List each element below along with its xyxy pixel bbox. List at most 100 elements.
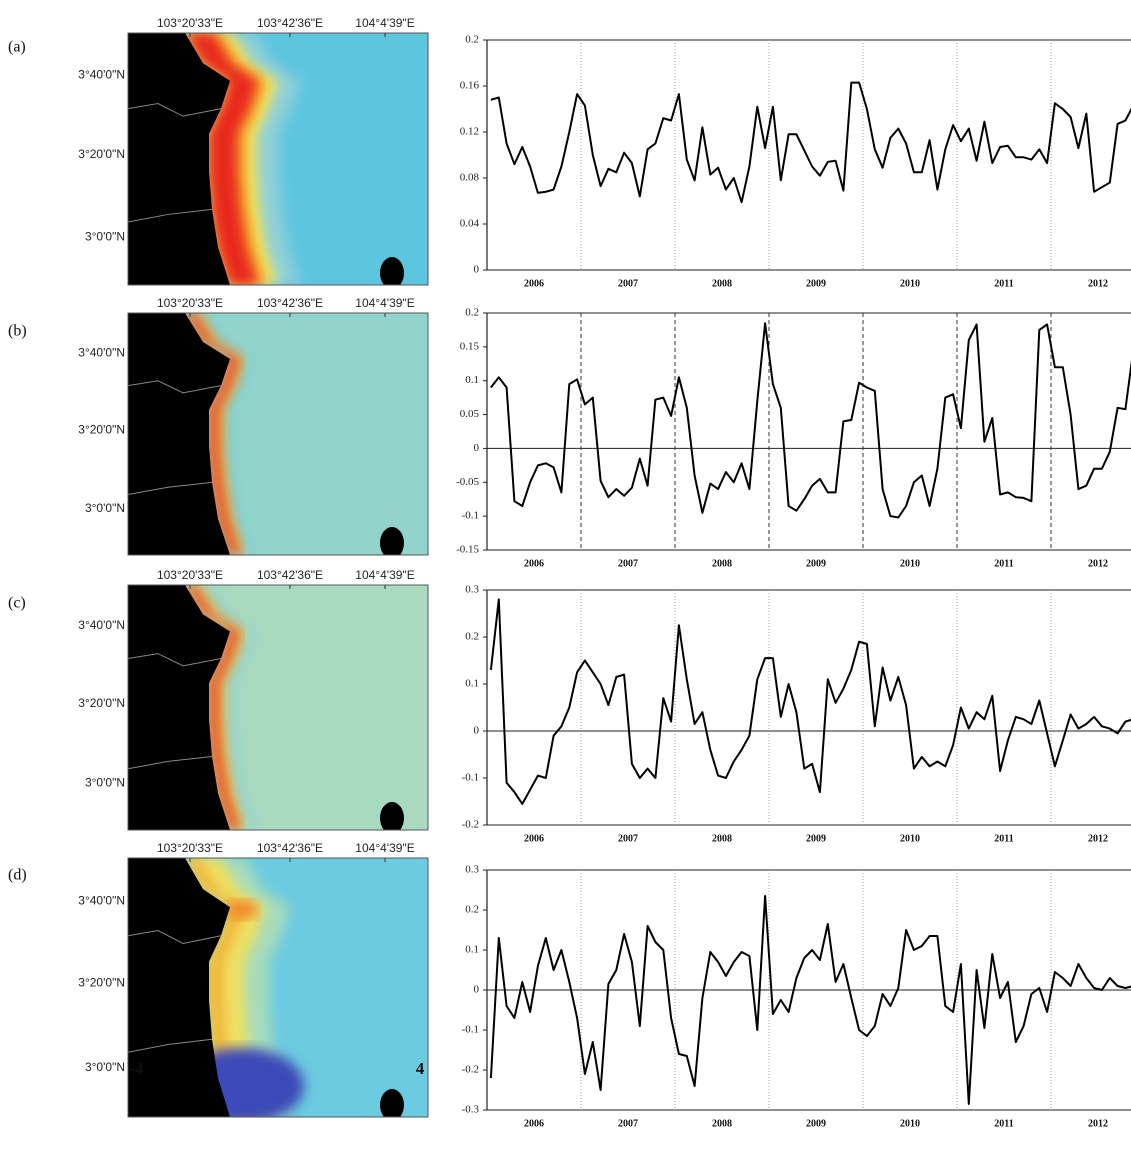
year-label: 2012 bbox=[1088, 1118, 1108, 1129]
year-label: 2009 bbox=[806, 833, 826, 844]
land bbox=[128, 33, 230, 285]
y-tick-label: -0.3 bbox=[462, 1104, 480, 1116]
river bbox=[128, 756, 213, 770]
y-tick-label: 0.08 bbox=[460, 172, 480, 184]
island bbox=[380, 802, 404, 830]
map-frame bbox=[127, 857, 429, 1118]
lon-label: 103°20'33"E bbox=[157, 16, 223, 30]
panel-label: (b) bbox=[8, 323, 27, 340]
y-tick-label: 0.15 bbox=[460, 340, 480, 352]
coastal-band bbox=[185, 585, 240, 830]
y-tick-label: -0.2 bbox=[462, 1064, 479, 1076]
lat-label: 3°0'0"N bbox=[85, 501, 125, 515]
y-tick-label: 0.2 bbox=[465, 34, 479, 46]
lat-label: 3°20'0"N bbox=[78, 422, 125, 436]
year-label: 2010 bbox=[900, 833, 920, 844]
colorbar-label: -4 bbox=[129, 1059, 144, 1078]
data-line bbox=[489, 895, 1131, 1105]
lon-label: 103°42'36"E bbox=[257, 16, 323, 30]
year-label: 2011 bbox=[994, 278, 1013, 289]
year-label: 2008 bbox=[712, 558, 732, 569]
lon-label: 104°4'39"E bbox=[355, 841, 414, 855]
island bbox=[380, 1089, 404, 1117]
lon-label: 103°20'33"E bbox=[157, 568, 223, 582]
map bbox=[128, 585, 428, 830]
year-label: 2009 bbox=[806, 558, 826, 569]
data-line bbox=[490, 322, 1131, 519]
data-line bbox=[490, 81, 1131, 204]
y-tick-label: -0.2 bbox=[462, 819, 479, 831]
year-label: 2012 bbox=[1088, 278, 1108, 289]
land bbox=[128, 585, 230, 830]
lon-label: 104°4'39"E bbox=[355, 16, 414, 30]
year-label: 2011 bbox=[994, 833, 1013, 844]
lat-label: 3°0'0"N bbox=[85, 776, 125, 790]
coastal-band bbox=[185, 33, 258, 285]
y-tick-label: -0.15 bbox=[456, 544, 479, 556]
year-label: 2007 bbox=[618, 1118, 638, 1129]
lon-label: 104°4'39"E bbox=[355, 568, 414, 582]
colorbar-label: 4 bbox=[416, 1059, 425, 1078]
map-frame bbox=[127, 584, 429, 831]
river bbox=[128, 1038, 213, 1053]
river bbox=[128, 929, 222, 944]
lat-label: 3°40'0"N bbox=[78, 346, 125, 360]
y-tick-label: -0.1 bbox=[462, 772, 479, 784]
coastal-band bbox=[185, 858, 244, 1117]
map-frame bbox=[127, 312, 429, 556]
year-label: 2012 bbox=[1088, 833, 1108, 844]
y-tick-label: 0 bbox=[474, 725, 480, 737]
year-label: 2009 bbox=[806, 1118, 826, 1129]
y-tick-label: 0.3 bbox=[465, 584, 479, 596]
lon-label: 103°42'36"E bbox=[257, 568, 323, 582]
year-label: 2006 bbox=[524, 1118, 544, 1129]
lat-label: 3°20'0"N bbox=[78, 147, 125, 161]
year-label: 2008 bbox=[712, 1118, 732, 1129]
y-tick-label: 0.1 bbox=[465, 374, 479, 386]
island bbox=[380, 527, 404, 555]
land bbox=[128, 858, 230, 1117]
year-label: 2010 bbox=[900, 278, 920, 289]
y-tick-label: 0.12 bbox=[460, 126, 479, 138]
lat-label: 3°0'0"N bbox=[85, 1060, 125, 1074]
lat-label: 3°40'0"N bbox=[78, 67, 125, 81]
y-tick-label: 0.16 bbox=[460, 80, 480, 92]
y-tick-label: -0.1 bbox=[462, 1024, 479, 1036]
y-tick-label: 0 bbox=[474, 984, 480, 996]
y-tick-label: 0 bbox=[474, 442, 480, 454]
year-label: 2008 bbox=[712, 278, 732, 289]
panel-label: (a) bbox=[8, 39, 26, 56]
y-tick-label: 0.2 bbox=[465, 904, 479, 916]
year-label: 2007 bbox=[618, 833, 638, 844]
lat-label: 3°20'0"N bbox=[78, 696, 125, 710]
y-tick-label: 0.05 bbox=[460, 408, 480, 420]
year-label: 2006 bbox=[524, 833, 544, 844]
lon-label: 104°4'39"E bbox=[355, 296, 414, 310]
lon-label: 103°20'33"E bbox=[157, 841, 223, 855]
river bbox=[128, 481, 213, 495]
lon-label: 103°20'33"E bbox=[157, 296, 223, 310]
river bbox=[128, 653, 222, 667]
land bbox=[128, 313, 230, 555]
y-tick-label: 0.1 bbox=[465, 944, 479, 956]
y-tick-label: 0 bbox=[474, 264, 480, 276]
island bbox=[380, 257, 404, 285]
lat-label: 3°20'0"N bbox=[78, 976, 125, 990]
year-label: 2006 bbox=[524, 558, 544, 569]
river bbox=[128, 103, 222, 117]
panel-label: (d) bbox=[8, 867, 27, 884]
y-tick-label: -0.05 bbox=[456, 476, 479, 488]
year-label: 2011 bbox=[994, 1118, 1013, 1129]
year-label: 2007 bbox=[618, 278, 638, 289]
panel-label: (c) bbox=[8, 595, 26, 612]
map bbox=[128, 33, 428, 285]
river bbox=[128, 208, 213, 223]
y-tick-label: 0.2 bbox=[465, 631, 479, 643]
lon-label: 103°42'36"E bbox=[257, 296, 323, 310]
lat-label: 3°40'0"N bbox=[78, 618, 125, 632]
year-label: 2010 bbox=[900, 558, 920, 569]
y-tick-label: 0.2 bbox=[465, 307, 479, 319]
map bbox=[128, 313, 428, 555]
lat-label: 3°40'0"N bbox=[78, 893, 125, 907]
